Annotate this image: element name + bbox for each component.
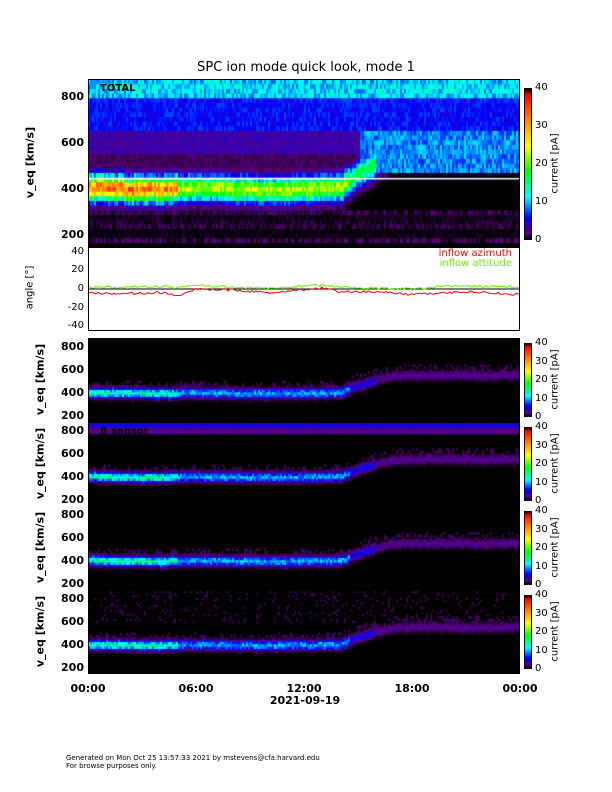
colorbar-label: current [pA] <box>549 601 561 662</box>
legend-entry: inflow azimuth <box>438 248 512 259</box>
panel-frame <box>88 247 520 331</box>
y-tick-label: 20 <box>71 264 84 276</box>
colorbar-tick-label: 0 <box>535 495 542 506</box>
colorbar-tick-label: 0 <box>535 663 542 674</box>
panel-frame <box>88 422 520 506</box>
y-tick-label: 0 <box>77 283 84 294</box>
spectrogram-a <box>88 338 520 422</box>
colorbar-tick-label: 0 <box>535 234 542 245</box>
x-tick-label: 12:00 <box>286 682 322 695</box>
x-tick-label: 00:00 <box>70 682 106 695</box>
colorbar <box>524 88 532 240</box>
colorbar-tick-label: 10 <box>535 644 548 656</box>
colorbar <box>524 427 532 501</box>
colorbar-tick-label: 10 <box>535 560 548 572</box>
y-tick-label: 600 <box>61 615 84 629</box>
spectrogram-c <box>88 506 520 590</box>
colorbar-tick-label: 20 <box>535 374 548 385</box>
figure-title: SPC ion mode quick look, mode 1 <box>197 60 415 75</box>
colorbar <box>524 343 532 417</box>
y-tick-label: 400 <box>61 638 84 652</box>
colorbar-tick-label: 20 <box>535 542 548 553</box>
colorbar-tick-label: 20 <box>535 626 548 637</box>
colorbar-tick-label: 10 <box>535 392 548 404</box>
colorbar-tick-label: 30 <box>535 523 548 535</box>
y-tick-label: 800 <box>61 592 84 606</box>
panel-frame <box>88 590 520 674</box>
footer-generated: Generated on Mon Oct 25 13:57:33 2021 by… <box>66 754 320 762</box>
y-tick-label: 600 <box>61 531 84 545</box>
colorbar-tick-label: 40 <box>535 421 548 432</box>
x-tick-label: 06:00 <box>178 682 214 695</box>
y-tick-label: 400 <box>61 182 84 196</box>
colorbar-tick-label: 30 <box>535 120 548 131</box>
y-tick-label: 200 <box>61 577 84 591</box>
x-tick-label: 00:00 <box>502 682 538 695</box>
spectrogram-b <box>88 422 520 506</box>
y-tick-label: 200 <box>61 493 84 507</box>
legend-entry: inflow attitude <box>439 258 512 269</box>
colorbar-tick-label: 30 <box>535 439 548 451</box>
y-tick-label: 400 <box>61 554 84 568</box>
y-tick-label: 400 <box>61 470 84 484</box>
x-axis-date: 2021-09-19 <box>269 694 341 707</box>
y-tick-label: 800 <box>61 508 84 522</box>
y-tick-label: 800 <box>61 340 84 354</box>
panel-frame <box>88 338 520 422</box>
colorbar-tick-label: 40 <box>535 589 548 600</box>
y-tick-label: 200 <box>61 228 84 242</box>
colorbar-label: current [pA] <box>549 133 561 194</box>
y-tick-label: 40 <box>71 245 84 257</box>
colorbar-tick-label: 20 <box>535 158 548 169</box>
colorbar-tick-label: 40 <box>535 82 548 93</box>
colorbar-tick-label: 30 <box>535 355 548 367</box>
y-tick-label: 600 <box>61 136 84 150</box>
colorbar-tick-label: 40 <box>535 505 548 516</box>
colorbar-tick-label: 30 <box>535 607 548 619</box>
y-tick-label: 200 <box>61 661 84 675</box>
colorbar-tick-label: 0 <box>535 579 542 590</box>
panel-label: TOTAL <box>100 83 136 94</box>
y-axis-label: v_eq [km/s] <box>33 595 47 668</box>
spectrogram-total <box>88 79 520 247</box>
y-axis-label: v_eq [km/s] <box>23 126 37 199</box>
y-tick-label: -20 <box>67 301 84 313</box>
colorbar-tick-label: 10 <box>535 196 548 207</box>
series-inflow-azimuth <box>88 286 520 297</box>
colorbar-tick-label: 20 <box>535 458 548 469</box>
panel-frame <box>88 79 520 247</box>
y-tick-label: 800 <box>61 424 84 438</box>
y-tick-label: 600 <box>61 363 84 377</box>
panel-label: B sensor <box>100 426 149 437</box>
footer-disclaimer: For browse purposes only. <box>66 762 157 770</box>
colorbar-tick-label: 10 <box>535 476 548 488</box>
angle-plot <box>88 283 520 297</box>
y-tick-label: 400 <box>61 386 84 400</box>
y-tick-label: 600 <box>61 447 84 461</box>
colorbar-tick-label: 40 <box>535 337 548 348</box>
series-inflow-attitude <box>88 283 520 291</box>
y-tick-label: -40 <box>67 320 84 332</box>
y-axis-label: angle [°] <box>24 265 36 310</box>
spectrogram-d <box>88 590 520 674</box>
x-tick-label: 18:00 <box>394 682 430 695</box>
y-tick-label: 800 <box>61 90 84 104</box>
panel-frame <box>88 506 520 590</box>
colorbar <box>524 511 532 585</box>
colorbar <box>524 595 532 669</box>
y-tick-label: 200 <box>61 409 84 423</box>
colorbar-tick-label: 0 <box>535 411 542 422</box>
